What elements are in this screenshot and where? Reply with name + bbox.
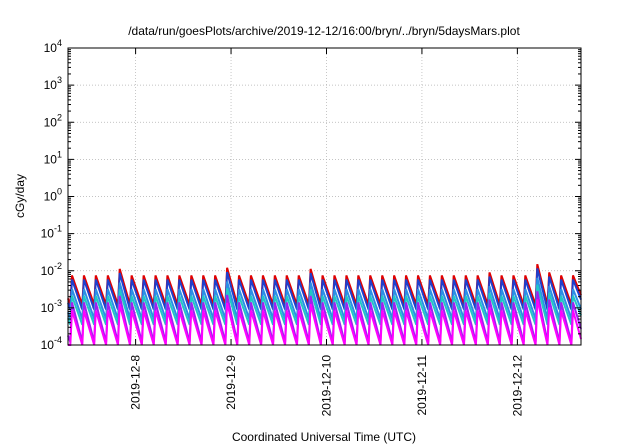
y-tick-label: 102	[44, 112, 62, 129]
x-tick-label: 2019-12-10	[319, 355, 333, 417]
x-axis: 2019-12-8 2019-12-9 2019-12-10 2019-12-11 20…	[129, 48, 524, 417]
x-axis-label: Coordinated Universal Time (UTC)	[232, 430, 416, 444]
x-tick-label: 2019-12-12	[510, 355, 524, 417]
y-tick-label: 104	[44, 38, 62, 55]
y-tick-label: 10-3	[41, 298, 62, 315]
y-tick-label: 10-4	[41, 335, 62, 352]
y-tick-label: 10-2	[41, 261, 62, 278]
y-axis-label: cGy/day	[13, 174, 27, 218]
x-tick-label: 2019-12-8	[129, 355, 143, 410]
series-line-6	[68, 299, 582, 346]
chart-title: /data/run/goesPlots/archive/2019-12-12/1…	[128, 24, 520, 38]
y-axis: 10-4 10-3 10-2 10-1 100 101 102 103 104	[41, 38, 581, 352]
series-layer	[67, 263, 582, 346]
x-tick-label: 2019-12-9	[224, 355, 238, 410]
x-tick-label: 2019-12-11	[415, 355, 429, 416]
y-tick-label: 103	[44, 75, 62, 92]
y-tick-label: 100	[44, 187, 62, 204]
y-tick-label: 10-1	[41, 224, 62, 241]
y-tick-label: 101	[44, 149, 62, 166]
